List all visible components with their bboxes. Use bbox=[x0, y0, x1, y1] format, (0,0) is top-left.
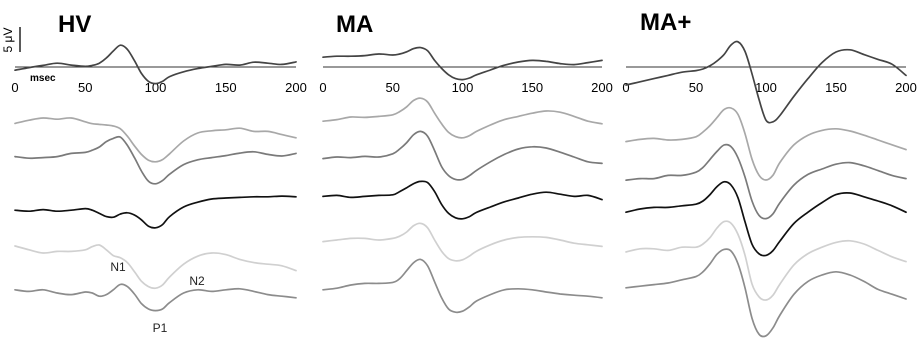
x-tick-label: 200 bbox=[285, 80, 307, 95]
panel-title: MA bbox=[336, 11, 373, 38]
waveform-trace bbox=[14, 135, 297, 185]
x-tick-label: 50 bbox=[386, 80, 400, 95]
x-tick-label: 50 bbox=[689, 80, 703, 95]
x-tick-label: 150 bbox=[825, 80, 847, 95]
x-tick-label: 50 bbox=[78, 80, 92, 95]
waveform-trace bbox=[625, 40, 907, 124]
waveform-trace bbox=[14, 244, 297, 290]
waveform-trace bbox=[322, 46, 603, 81]
waveform-trace bbox=[322, 222, 603, 262]
peak-label-p1: P1 bbox=[153, 321, 168, 335]
x-tick-label: 0 bbox=[11, 80, 18, 95]
waveform-trace bbox=[14, 117, 297, 163]
waveform-trace bbox=[322, 130, 603, 181]
x-tick-label: 150 bbox=[521, 80, 543, 95]
waveform-trace bbox=[14, 44, 297, 85]
x-tick-label: 100 bbox=[755, 80, 777, 95]
waveform-trace bbox=[625, 106, 907, 181]
x-tick-label: 0 bbox=[319, 80, 326, 95]
panel-ma-plus: MA+ 0 50 100 150 200 bbox=[622, 9, 917, 338]
panel-title: MA+ bbox=[640, 9, 691, 36]
waveform-trace bbox=[625, 248, 907, 338]
x-tick-label: 200 bbox=[591, 80, 613, 95]
scale-bar-label: 5 μV bbox=[1, 28, 15, 53]
waveform-trace bbox=[14, 195, 297, 229]
waveform-trace bbox=[625, 143, 907, 220]
waveform-trace bbox=[322, 258, 603, 314]
peak-label-n1: N1 bbox=[110, 260, 126, 274]
waveform-trace bbox=[625, 220, 907, 301]
peak-label-n2: N2 bbox=[189, 274, 205, 288]
panel-hv: HV 0 50 100 150 200 msec 5 μV N1 P1 N2 bbox=[1, 11, 307, 335]
waveform-trace bbox=[625, 180, 907, 257]
x-tick-label: 100 bbox=[452, 80, 474, 95]
panel-title: HV bbox=[58, 11, 91, 38]
waveform-trace bbox=[14, 283, 297, 312]
x-tick-label: 150 bbox=[215, 80, 237, 95]
x-unit-label: msec bbox=[30, 73, 56, 84]
waveform-trace bbox=[322, 180, 603, 220]
x-tick-label: 200 bbox=[895, 80, 917, 95]
waveform-trace bbox=[322, 97, 603, 139]
x-tick-label: 100 bbox=[145, 80, 167, 95]
panel-ma: MA 0 50 100 150 200 bbox=[319, 11, 613, 314]
x-tick-label: 0 bbox=[622, 80, 629, 95]
